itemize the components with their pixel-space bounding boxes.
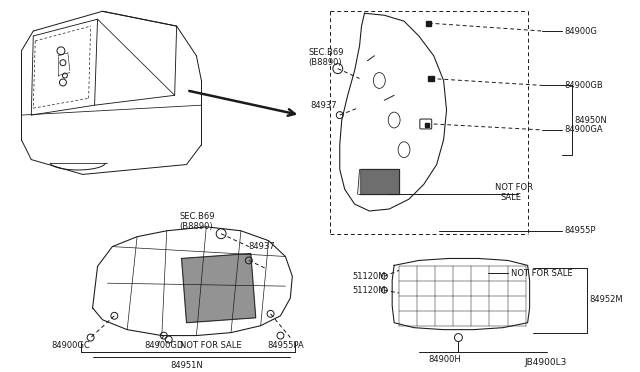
Text: NOT FOR SALE: NOT FOR SALE xyxy=(511,269,572,278)
Text: 84952M: 84952M xyxy=(589,295,623,304)
Text: 51120M: 51120M xyxy=(353,272,386,281)
Text: 51120M: 51120M xyxy=(353,286,386,295)
Text: 84900GC: 84900GC xyxy=(51,341,90,350)
Text: 84955P: 84955P xyxy=(564,226,596,235)
Text: 84900GD: 84900GD xyxy=(144,341,184,350)
Text: 84900GB: 84900GB xyxy=(564,81,603,90)
Text: NOT FOR: NOT FOR xyxy=(495,183,533,192)
Text: SEC.B69: SEC.B69 xyxy=(180,212,215,221)
Polygon shape xyxy=(360,170,399,194)
Text: SALE: SALE xyxy=(501,193,522,202)
Text: JB4900L3: JB4900L3 xyxy=(525,358,567,367)
Text: (B8890): (B8890) xyxy=(180,222,213,231)
Text: NOT FOR SALE: NOT FOR SALE xyxy=(180,341,242,350)
Text: 84950N: 84950N xyxy=(574,116,607,125)
Text: 84900G: 84900G xyxy=(564,26,597,36)
Text: 84955PA: 84955PA xyxy=(267,341,304,350)
Text: SEC.B69: SEC.B69 xyxy=(308,48,344,57)
Text: 84937: 84937 xyxy=(249,242,275,251)
Text: 84937: 84937 xyxy=(310,101,337,110)
Text: 84900H: 84900H xyxy=(429,355,461,364)
Text: 84951N: 84951N xyxy=(170,361,203,370)
Text: 84900GA: 84900GA xyxy=(564,125,603,134)
Bar xyxy=(425,123,429,127)
Text: (B8890): (B8890) xyxy=(308,58,342,67)
Polygon shape xyxy=(182,253,256,323)
Bar xyxy=(426,21,431,26)
Bar xyxy=(428,76,434,81)
